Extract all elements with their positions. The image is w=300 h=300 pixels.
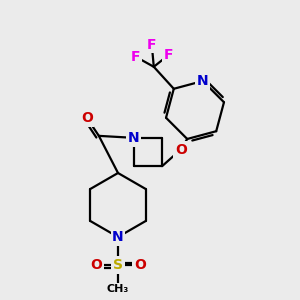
Text: F: F [164,48,173,62]
Text: F: F [131,50,140,64]
Text: O: O [90,258,102,272]
Text: S: S [113,258,123,272]
Text: N: N [197,74,208,88]
Text: O: O [81,111,93,125]
Text: N: N [112,230,124,244]
Text: O: O [134,258,146,272]
Text: F: F [147,38,157,52]
Text: O: O [175,142,187,157]
Text: N: N [128,131,140,145]
Text: CH₃: CH₃ [107,284,129,294]
